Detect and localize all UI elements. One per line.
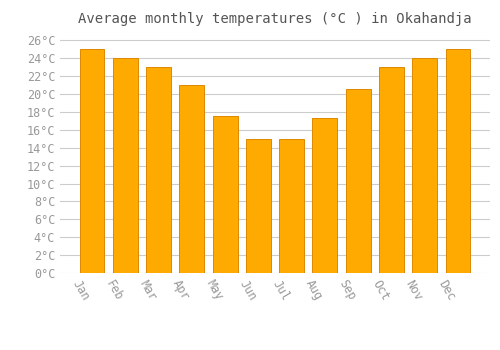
Bar: [212, 117, 238, 273]
Title: Average monthly temperatures (°C ) in Okahandja: Average monthly temperatures (°C ) in Ok…: [78, 12, 472, 26]
Bar: [312, 118, 338, 273]
Bar: [180, 85, 204, 273]
Bar: [246, 139, 271, 273]
Bar: [379, 67, 404, 273]
Bar: [80, 49, 104, 273]
Bar: [146, 67, 171, 273]
Bar: [346, 89, 370, 273]
Bar: [412, 58, 437, 273]
Bar: [113, 58, 138, 273]
Bar: [446, 49, 470, 273]
Bar: [279, 139, 304, 273]
